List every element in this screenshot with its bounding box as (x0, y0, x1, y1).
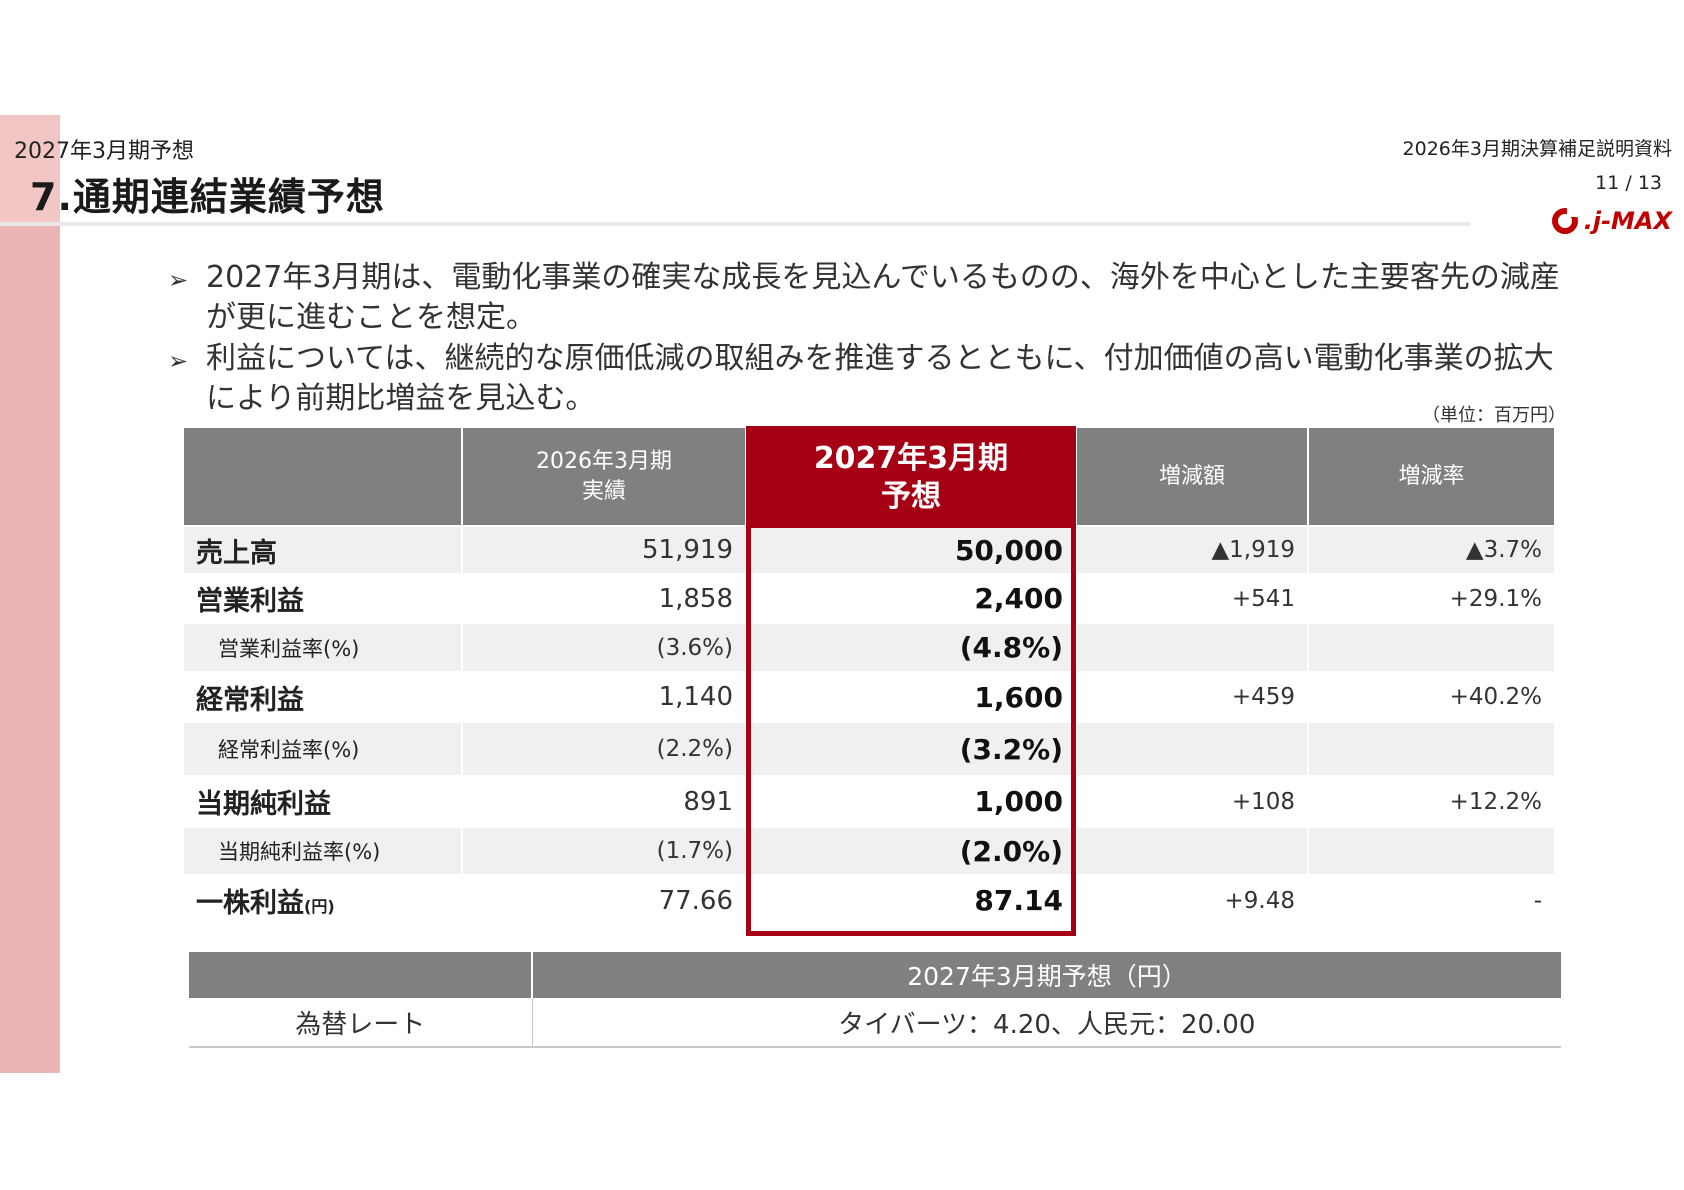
page-title: 7.通期連結業績予想 (30, 175, 385, 219)
rate-value: +29.1% (1307, 573, 1554, 623)
logo-ring-icon (1551, 208, 1578, 234)
fx-header-blank (189, 952, 532, 998)
row-label: 営業利益率(%) (184, 622, 462, 672)
diff-value: ▲1,919 (1075, 525, 1308, 574)
forecast-value: 50,000 (745, 525, 1076, 574)
title-divider (0, 222, 1470, 226)
rate-value: +12.2% (1307, 775, 1554, 827)
rate-value: - (1307, 874, 1554, 925)
diff-value: +108 (1075, 775, 1308, 827)
document-name: 2026年3月期決算補足説明資料 (1402, 138, 1672, 160)
diff-value (1075, 622, 1308, 672)
table-row-net-income: 当期純利益 891 1,000 +108 +12.2% (184, 775, 1554, 827)
arrow-bullet-icon: ➢ (168, 347, 189, 375)
left-accent-band-top (0, 115, 60, 225)
fx-header-row: 2027年3月期予想（円） (189, 952, 1561, 998)
table-row-sales: 売上高 51,919 50,000 ▲1,919 ▲3.7% (184, 525, 1554, 574)
forecast-column-header: 2027年3月期 予想 (746, 426, 1076, 528)
row-label: 経常利益 (184, 671, 462, 722)
header-prev-year: 2026年3月期 実績 (461, 428, 746, 526)
rate-value (1307, 622, 1554, 672)
forecast-value: 1,600 (745, 671, 1076, 722)
prev-value: (1.7%) (461, 826, 746, 875)
page-number: 11 / 13 (1595, 172, 1662, 194)
prev-value: 891 (461, 775, 746, 827)
table-row-operating-margin: 営業利益率(%) (3.6%) (4.8%) (184, 622, 1554, 672)
rate-value (1307, 721, 1554, 776)
left-accent-band (0, 115, 60, 1073)
fx-header: 2027年3月期予想（円） (531, 952, 1561, 998)
prev-value: 1,858 (461, 573, 746, 623)
rate-value: ▲3.7% (1307, 525, 1554, 574)
row-label-unit: (円) (304, 897, 335, 916)
forecast-value: 87.14 (745, 874, 1076, 925)
diff-value (1075, 826, 1308, 875)
rate-value (1307, 826, 1554, 875)
prev-value: 1,140 (461, 671, 746, 722)
forecast-value: (2.0%) (745, 826, 1076, 875)
forecast-table: 2026年3月期 実績 増減額 増減率 売上高 51,919 50,000 ▲1… (184, 428, 1554, 925)
bullet-item: ➢ 利益については、継続的な原価低減の取組みを推進するとともに、付加価値の高い電… (168, 339, 1568, 419)
fx-value: タイバーツ：4.20、人民元：20.00 (532, 998, 1561, 1048)
header-prev-line1: 2026年3月期 (536, 448, 672, 474)
table-row-eps: 一株利益(円) 77.66 87.14 +9.48 - (184, 874, 1554, 925)
diff-value: +9.48 (1075, 874, 1308, 925)
prev-value: (3.6%) (461, 622, 746, 672)
section-subtitle: 2027年3月期予想 (14, 139, 194, 164)
diff-value (1075, 721, 1308, 776)
table-row-operating-profit: 営業利益 1,858 2,400 +541 +29.1% (184, 573, 1554, 623)
diff-value: +541 (1075, 573, 1308, 623)
forecast-value: 1,000 (745, 775, 1076, 827)
header-diff: 増減額 (1075, 428, 1308, 526)
row-label-text: 一株利益 (196, 888, 304, 919)
forecast-value: 2,400 (745, 573, 1076, 623)
forecast-value: (4.8%) (745, 622, 1076, 672)
forecast-header-line2: 予想 (881, 479, 941, 514)
fx-label: 為替レート (189, 998, 533, 1048)
row-label: 当期純利益率(%) (184, 826, 462, 875)
diff-value: +459 (1075, 671, 1308, 722)
prev-value: (2.2%) (461, 721, 746, 776)
row-label: 売上高 (184, 525, 462, 574)
company-logo: .j-MAX (1550, 206, 1672, 236)
bullet-text: 2027年3月期は、電動化事業の確実な成長を見込んでいるものの、海外を中心とした… (206, 260, 1560, 335)
arrow-bullet-icon: ➢ (168, 266, 189, 294)
header-prev-line2: 実績 (581, 478, 626, 504)
logo-text: .j-MAX (1583, 207, 1672, 235)
header-rate: 増減率 (1307, 428, 1554, 526)
prev-value: 51,919 (461, 525, 746, 574)
row-label: 営業利益 (184, 573, 462, 623)
table-row-ordinary-margin: 経常利益率(%) (2.2%) (3.2%) (184, 721, 1554, 776)
unit-note: （単位：百万円） (1422, 405, 1566, 426)
row-label: 経常利益率(%) (184, 721, 462, 776)
forecast-value: (3.2%) (745, 721, 1076, 776)
prev-value: 77.66 (461, 874, 746, 925)
bullet-text: 利益については、継続的な原価低減の取組みを推進するとともに、付加価値の高い電動化… (206, 341, 1554, 416)
fx-row: 為替レート タイバーツ：4.20、人民元：20.00 (189, 998, 1561, 1048)
rate-value: +40.2% (1307, 671, 1554, 722)
row-label: 当期純利益 (184, 775, 462, 827)
summary-bullets: ➢ 2027年3月期は、電動化事業の確実な成長を見込んでいるものの、海外を中心と… (168, 258, 1568, 420)
forecast-header-line1: 2027年3月期 (813, 441, 1009, 476)
row-label: 一株利益(円) (184, 874, 462, 925)
table-row-ordinary-profit: 経常利益 1,140 1,600 +459 +40.2% (184, 671, 1554, 722)
table-row-net-margin: 当期純利益率(%) (1.7%) (2.0%) (184, 826, 1554, 875)
header-label-col (184, 428, 462, 526)
bullet-item: ➢ 2027年3月期は、電動化事業の確実な成長を見込んでいるものの、海外を中心と… (168, 258, 1568, 338)
exchange-rate-table: 2027年3月期予想（円） 為替レート タイバーツ：4.20、人民元：20.00 (189, 952, 1561, 1048)
